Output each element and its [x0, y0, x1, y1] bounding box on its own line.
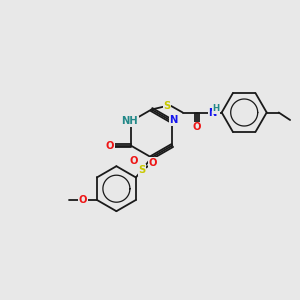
Text: S: S: [164, 101, 171, 111]
Text: H: H: [213, 104, 220, 113]
Text: O: O: [79, 195, 87, 205]
Text: H: H: [208, 107, 217, 117]
Text: O: O: [148, 158, 157, 168]
Text: O: O: [193, 122, 201, 133]
Text: O: O: [106, 140, 114, 151]
Text: N: N: [208, 107, 217, 118]
Text: NH: NH: [121, 116, 138, 127]
Text: S: S: [138, 165, 146, 175]
Text: O: O: [129, 156, 138, 166]
Text: N: N: [169, 115, 178, 125]
